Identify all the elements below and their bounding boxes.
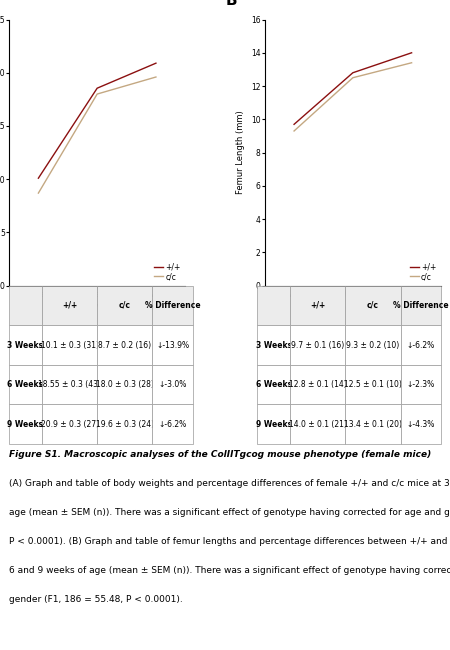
Legend: +/+, c/c: +/+, c/c <box>153 262 181 282</box>
Text: Figure S1. Macroscopic analyses of the ColIITgcog mouse phenotype (female mice): Figure S1. Macroscopic analyses of the C… <box>9 450 431 459</box>
Text: B: B <box>226 0 238 8</box>
Text: 6 and 9 weeks of age (mean ± SEM (n)). There was a significant effect of genotyp: 6 and 9 weeks of age (mean ± SEM (n)). T… <box>9 566 450 575</box>
X-axis label: Age (Weeks): Age (Weeks) <box>326 304 379 313</box>
Text: gender (F1, 186 = 55.48, P < 0.0001).: gender (F1, 186 = 55.48, P < 0.0001). <box>9 595 183 604</box>
Text: P < 0.0001). (B) Graph and table of femur lengths and percentage differences bet: P < 0.0001). (B) Graph and table of femu… <box>9 537 450 545</box>
X-axis label: Age (Weeks): Age (Weeks) <box>71 304 124 313</box>
Text: (A) Graph and table of body weights and percentage differences of female +/+ and: (A) Graph and table of body weights and … <box>9 479 450 488</box>
Y-axis label: Femur Length (mm): Femur Length (mm) <box>236 111 245 194</box>
Text: age (mean ± SEM (n)). There was a significant effect of genotype having correcte: age (mean ± SEM (n)). There was a signif… <box>9 508 450 517</box>
Legend: +/+, c/c: +/+, c/c <box>409 262 437 282</box>
